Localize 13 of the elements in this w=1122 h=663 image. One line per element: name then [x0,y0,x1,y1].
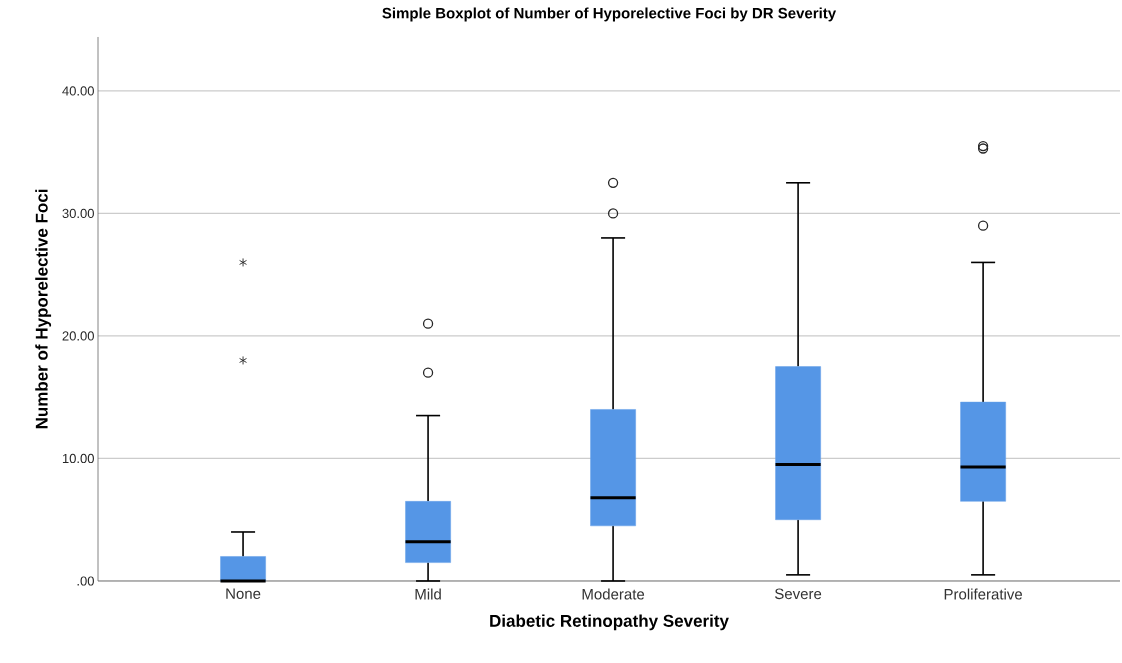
chart-title: Simple Boxplot of Number of Hyporelective Foci by DR Severity [382,7,837,22]
x-tick-label: Proliferative [944,588,1023,600]
y-axis-title: Number of Hyporelective Foci [35,189,52,429]
x-tick-label: Mild [415,588,441,600]
y-tick-label: 40.00 [62,86,94,96]
x-axis-title: Diabetic Retinopathy Severity [490,614,729,631]
y-tick-label: 20.00 [62,331,94,341]
y-tick-label: 30.00 [62,208,94,219]
y-tick-label: .00 [77,576,94,586]
x-tick-label: None [226,588,261,599]
y-tick-label: 10.00 [62,453,94,464]
x-tick-label: Moderate [582,588,645,600]
x-tick-label: Severe [775,588,822,600]
